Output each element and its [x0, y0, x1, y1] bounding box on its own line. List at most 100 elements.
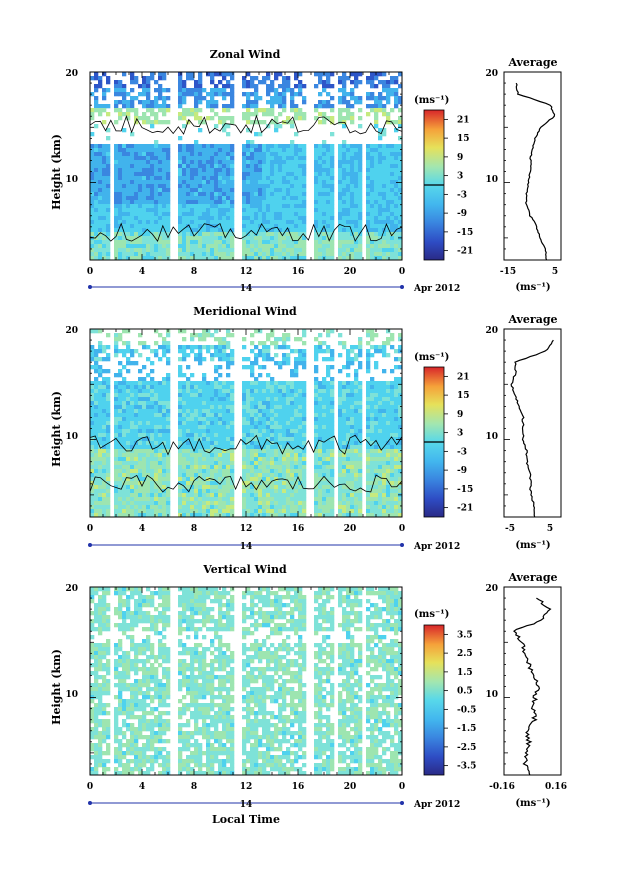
- heatmap-cell: [198, 156, 203, 161]
- heatmap-cell: [246, 184, 251, 189]
- heatmap-cell: [250, 216, 255, 221]
- heatmap-cell: [98, 485, 103, 490]
- heatmap-cell: [150, 433, 155, 438]
- heatmap-cell: [290, 168, 295, 173]
- heatmap-cell: [250, 505, 255, 510]
- heatmap-cell: [182, 389, 187, 394]
- heatmap-cell: [330, 465, 335, 470]
- heatmap-cell: [158, 513, 163, 518]
- heatmap-cell: [358, 156, 363, 161]
- heatmap-cell: [250, 180, 255, 185]
- heatmap-cell: [358, 481, 363, 486]
- heatmap-cell: [390, 196, 395, 201]
- heatmap-cell: [326, 449, 331, 454]
- heatmap-cell: [278, 493, 283, 498]
- heatmap-cell: [350, 196, 355, 201]
- heatmap-cell: [330, 433, 335, 438]
- heatmap-cell: [250, 256, 255, 261]
- heatmap-cell: [102, 349, 107, 354]
- heatmap-cell: [378, 252, 383, 257]
- heatmap-cell: [226, 417, 231, 422]
- heatmap-cell: [318, 220, 323, 225]
- heatmap-cell: [190, 184, 195, 189]
- heatmap-cell: [90, 349, 95, 354]
- heatmap-cell: [134, 393, 139, 398]
- heatmap-cell: [286, 164, 291, 169]
- heatmap-cell: [106, 389, 111, 394]
- heatmap-cell: [266, 397, 271, 402]
- heatmap-cell: [130, 473, 135, 478]
- heatmap-cell: [378, 128, 383, 133]
- heatmap-cell: [326, 192, 331, 197]
- heatmap-cell: [114, 397, 119, 402]
- heatmap-cell: [302, 457, 307, 462]
- heatmap-cell: [142, 120, 147, 125]
- heatmap-cell: [374, 224, 379, 229]
- heatmap-cell: [258, 405, 263, 410]
- heatmap-cell: [150, 152, 155, 157]
- heatmap-cell: [286, 200, 291, 205]
- heatmap-cell: [230, 248, 235, 253]
- heatmap-cell: [118, 437, 123, 442]
- heatmap-cell: [294, 72, 299, 77]
- heatmap-cell: [166, 172, 171, 177]
- heatmap-cell: [194, 96, 199, 101]
- heatmap-cell: [106, 148, 111, 153]
- heatmap-cell: [378, 220, 383, 225]
- heatmap-cell: [194, 184, 199, 189]
- heatmap-cell: [346, 381, 351, 386]
- heatmap-cell: [198, 88, 203, 93]
- heatmap-cell: [142, 156, 147, 161]
- heatmap-cell: [218, 437, 223, 442]
- heatmap-cell: [186, 200, 191, 205]
- heatmap-cell: [130, 409, 135, 414]
- heatmap-cell: [146, 224, 151, 229]
- heatmap-cell: [98, 144, 103, 149]
- heatmap-cell: [166, 377, 171, 382]
- heatmap-cell: [294, 449, 299, 454]
- heatmap-cell: [326, 441, 331, 446]
- heatmap-cell: [378, 108, 383, 113]
- heatmap-cell: [262, 405, 267, 410]
- heatmap-cell: [102, 397, 107, 402]
- heatmap-cell: [378, 104, 383, 109]
- heatmap-cell: [162, 453, 167, 458]
- heatmap-cell: [114, 204, 119, 209]
- heatmap-cell: [262, 168, 267, 173]
- heatmap-cell: [246, 196, 251, 201]
- heatmap-cell: [218, 497, 223, 502]
- heatmap-cell: [378, 100, 383, 105]
- heatmap-cell: [98, 256, 103, 261]
- heatmap-cell: [202, 505, 207, 510]
- heatmap-cell: [346, 156, 351, 161]
- heatmap-cell: [194, 453, 199, 458]
- heatmap-cell: [246, 108, 251, 113]
- heatmap-cell: [126, 477, 131, 482]
- heatmap-cell: [182, 200, 187, 205]
- heatmap-cell: [302, 513, 307, 518]
- heatmap-cell: [186, 220, 191, 225]
- heatmap-cell: [106, 345, 111, 350]
- heatmap-cell: [114, 473, 119, 478]
- heatmap-cell: [338, 461, 343, 466]
- heatmap-cell: [182, 433, 187, 438]
- heatmap-cell: [190, 148, 195, 153]
- heatmap-cell: [270, 449, 275, 454]
- heatmap-cell: [266, 509, 271, 514]
- heatmap-cell: [106, 176, 111, 181]
- heatmap-cell: [142, 413, 147, 418]
- heatmap-cell: [118, 501, 123, 506]
- heatmap-cell: [378, 196, 383, 201]
- heatmap-cell: [330, 485, 335, 490]
- heatmap-cell: [374, 164, 379, 169]
- heatmap-cell: [206, 461, 211, 466]
- heatmap-cell: [194, 425, 199, 430]
- heatmap-cell: [210, 453, 215, 458]
- heatmap-cell: [138, 469, 143, 474]
- heatmap-cell: [218, 425, 223, 430]
- heatmap-cell: [202, 401, 207, 406]
- heatmap-cell: [330, 196, 335, 201]
- heatmap-cell: [230, 88, 235, 93]
- heatmap-cell: [130, 513, 135, 518]
- heatmap-cell: [122, 441, 127, 446]
